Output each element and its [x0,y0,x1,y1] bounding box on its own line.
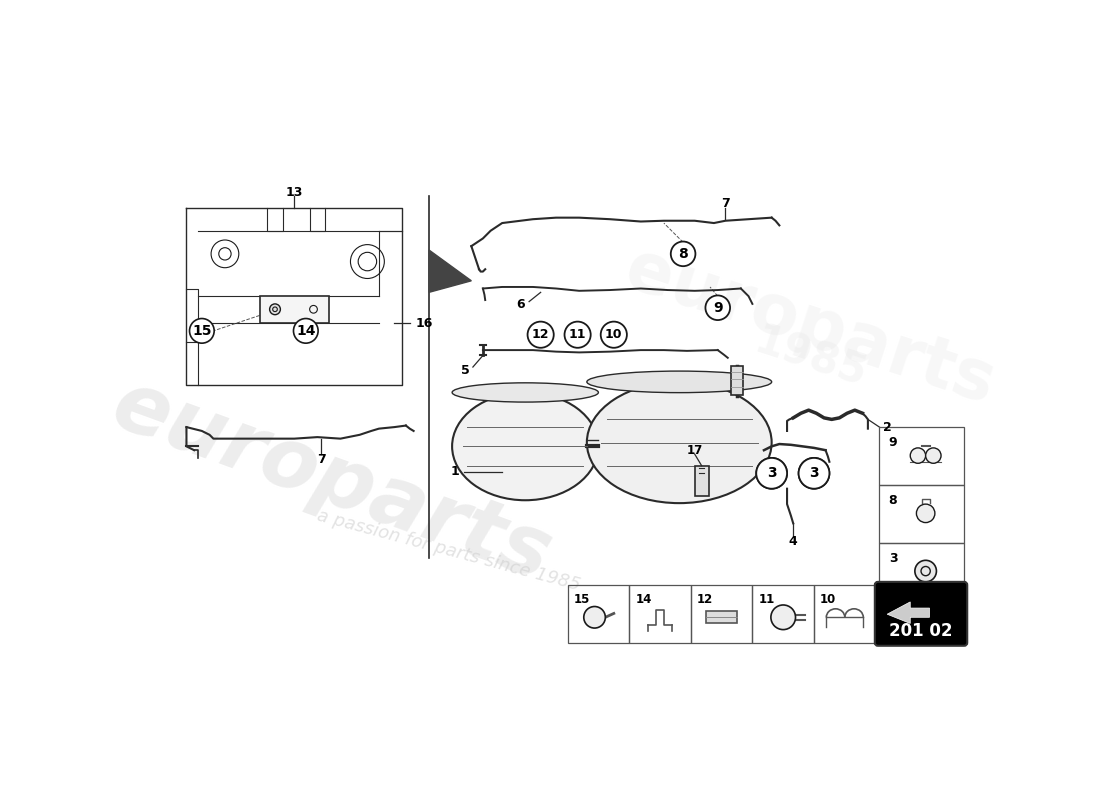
Text: 8: 8 [889,494,898,507]
Text: 11: 11 [759,593,774,606]
Text: 14: 14 [636,593,651,606]
Bar [752,585,814,642]
Text: 17: 17 [686,444,703,457]
Circle shape [294,318,318,343]
Text: europarts: europarts [102,364,563,598]
Circle shape [757,458,788,489]
Bar [568,585,629,642]
Text: europarts: europarts [617,236,1003,418]
Bar [629,585,691,642]
Ellipse shape [452,383,598,402]
Bar [260,296,329,323]
Text: 5: 5 [461,364,470,377]
Text: 10: 10 [605,328,623,341]
Text: 11: 11 [569,328,586,341]
Circle shape [911,448,926,463]
Bar [691,585,752,642]
Circle shape [799,458,829,489]
Circle shape [584,606,605,628]
Circle shape [705,295,730,320]
Text: 14: 14 [296,324,316,338]
Circle shape [799,458,829,489]
Text: 201 02: 201 02 [889,622,953,640]
Circle shape [270,304,280,314]
Text: 9: 9 [889,436,898,450]
Text: 15: 15 [574,593,590,606]
Polygon shape [887,602,929,623]
Ellipse shape [452,393,598,500]
Text: 12: 12 [532,328,549,341]
Text: 7: 7 [722,198,729,210]
Text: 3: 3 [889,552,898,565]
Bar [880,427,964,485]
Text: a passion for parts since 1985: a passion for parts since 1985 [315,506,582,594]
Circle shape [601,322,627,348]
Text: 9: 9 [713,301,723,314]
Text: 3: 3 [767,466,777,480]
Circle shape [189,318,214,343]
Bar [880,542,964,600]
Text: 7: 7 [317,453,326,466]
Bar [695,466,708,496]
Ellipse shape [586,371,772,393]
Text: 15: 15 [192,324,211,338]
Bar [814,585,876,642]
Text: 13: 13 [286,186,302,198]
Circle shape [671,242,695,266]
Circle shape [916,504,935,522]
Bar [730,366,744,394]
Text: 3: 3 [810,466,818,480]
Text: 4: 4 [789,534,797,547]
Circle shape [564,322,591,348]
Text: 2: 2 [883,421,892,434]
Circle shape [757,458,788,489]
Text: 12: 12 [697,593,713,606]
Circle shape [926,448,942,463]
Text: 10: 10 [821,593,836,606]
Text: 6: 6 [517,298,526,311]
Circle shape [528,322,553,348]
Polygon shape [429,250,472,292]
Text: 16: 16 [415,317,432,330]
Bar [706,611,737,623]
Bar [880,485,964,542]
Circle shape [915,560,936,582]
Circle shape [771,605,795,630]
Ellipse shape [586,382,772,503]
Text: 1985: 1985 [749,320,871,396]
Text: 8: 8 [679,247,688,261]
Text: 1: 1 [451,466,460,478]
FancyBboxPatch shape [874,582,967,646]
